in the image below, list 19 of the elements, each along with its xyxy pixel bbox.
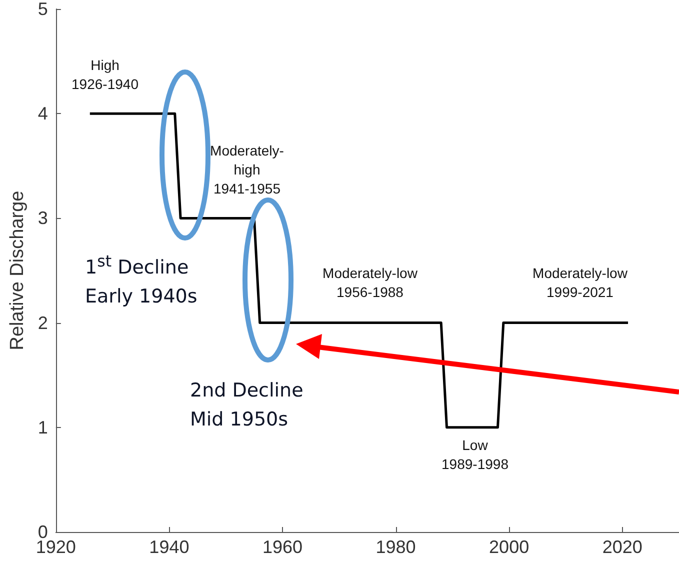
annotation: Moderately- high 1941-1955 [210,142,284,198]
y-tick-label: 3 [38,208,48,228]
annotation: High 1926-1940 [72,56,138,94]
y-tick-label: 1 [38,417,48,438]
y-tick-label: 2 [38,312,48,333]
y-tick-label: 5 [38,0,48,19]
x-tick-label: 2020 [602,537,642,557]
annotation: 1$^{st}$ Decline Early 1940s [85,250,198,310]
annotation: Moderately-low 1956-1988 [322,264,418,302]
y-tick-label: 4 [38,104,48,124]
annotation: Moderately-low 1999-2021 [532,264,628,302]
x-tick-label: 2000 [489,537,530,557]
x-tick-label: 1960 [262,537,303,557]
line-series [88,112,630,429]
y-axis-title: Relative Discharge [7,190,28,350]
x-tick-label: 1940 [149,537,190,557]
annotation: Low 1989-1998 [442,436,508,474]
x-tick-label: 1980 [376,537,416,557]
annotation: 2nd Decline Mid 1950s [190,378,304,432]
